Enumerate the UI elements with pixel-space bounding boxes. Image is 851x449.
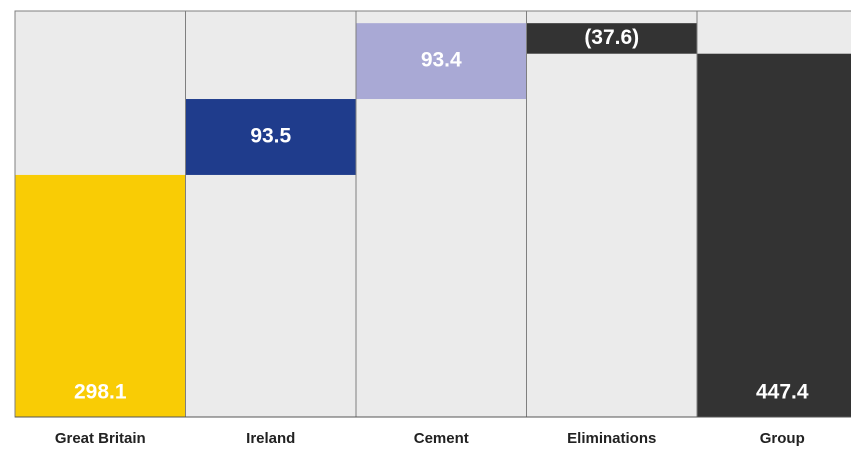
data-label: 447.4 [756,381,809,404]
x-tick-label: Cement [414,430,469,447]
x-tick-label: Group [760,430,805,447]
data-label: 298.1 [74,381,127,404]
data-label: 93.5 [250,125,291,148]
bar [527,23,697,54]
column-background [526,10,698,418]
data-label: 93.4 [421,49,462,72]
bar [15,174,185,417]
x-tick-label: Ireland [246,430,295,447]
bar [186,99,356,175]
column-background [185,10,357,418]
bar [697,53,851,417]
x-tick-label: Eliminations [567,430,656,447]
data-label: (37.6) [584,26,639,49]
x-tick-label: Great Britain [55,430,146,447]
bar [356,23,526,100]
